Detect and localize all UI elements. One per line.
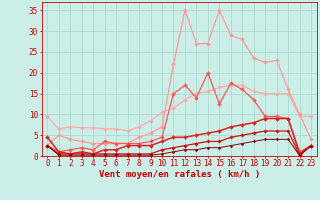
X-axis label: Vent moyen/en rafales ( km/h ): Vent moyen/en rafales ( km/h ) [99,170,260,179]
